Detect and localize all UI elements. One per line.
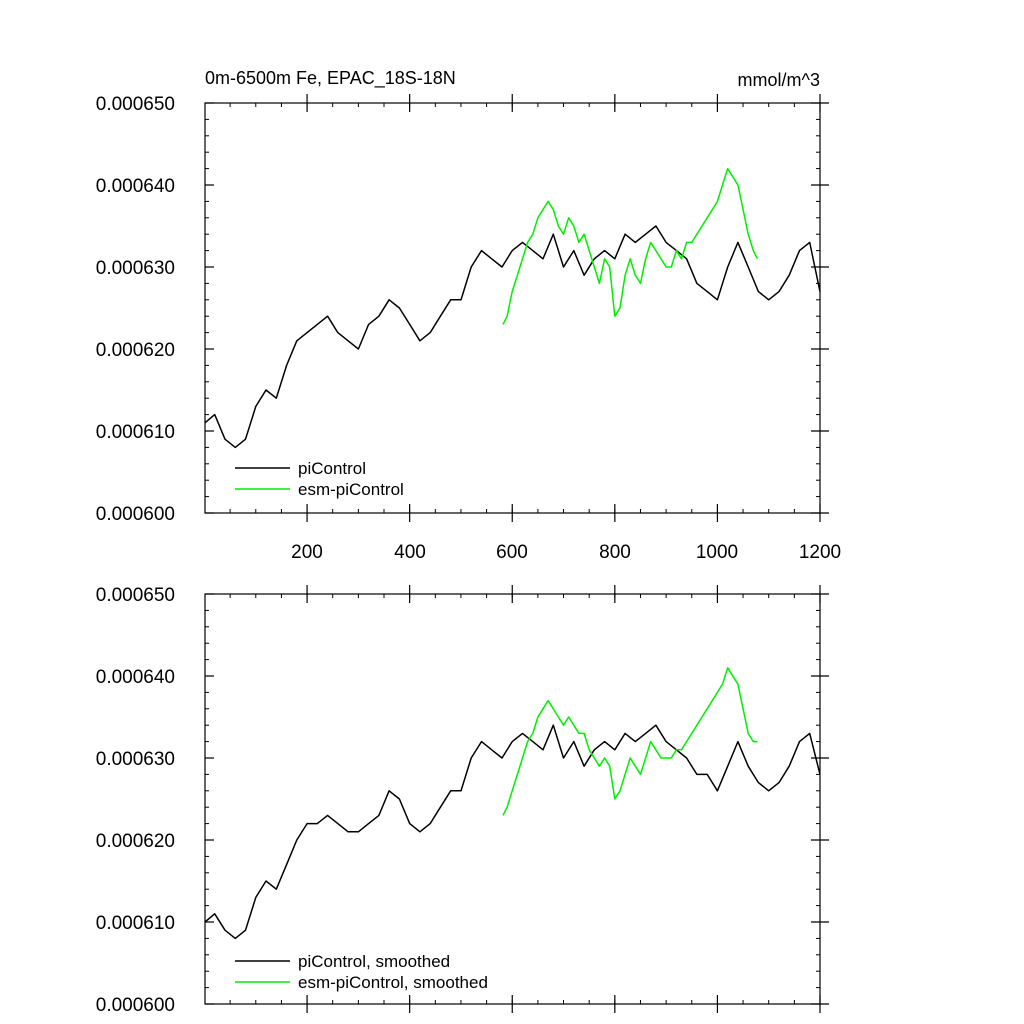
top-xtick-label: 600 bbox=[496, 542, 528, 563]
top-minor-ticks bbox=[205, 94, 829, 522]
bottom-ytick-label: 0.000600 bbox=[96, 995, 175, 1016]
bottom-ytick-label: 0.000630 bbox=[96, 749, 175, 770]
bottom-series-line-picontrol-smoothed bbox=[204, 724, 821, 940]
top-xtick-label: 800 bbox=[599, 542, 631, 563]
top-ytick-label: 0.000600 bbox=[96, 504, 175, 525]
top-series-line-picontrol bbox=[204, 225, 821, 449]
top-series-line-esm-picontrol bbox=[502, 167, 759, 325]
bottom-panel: 0.000600 0.000610 0.000620 0.000630 0.00… bbox=[96, 585, 829, 1016]
top-legend-label-esm-picontrol: esm-piControl bbox=[298, 480, 404, 499]
bottom-y-axis: 0.000600 0.000610 0.000620 0.000630 0.00… bbox=[96, 585, 175, 1016]
top-ytick-label: 0.000640 bbox=[96, 176, 175, 197]
top-xtick-label: 1000 bbox=[696, 542, 738, 563]
bottom-ytick-label: 0.000640 bbox=[96, 667, 175, 688]
bottom-series-layer bbox=[204, 667, 821, 940]
bottom-legend: piControl, smoothed esm-piControl, smoot… bbox=[235, 952, 488, 992]
top-xtick-label: 1200 bbox=[799, 542, 841, 563]
top-series-layer bbox=[204, 167, 821, 449]
top-xtick-label: 200 bbox=[291, 542, 323, 563]
bottom-series-line-esm-picontrol-smoothed bbox=[502, 667, 758, 816]
bottom-ytick-label: 0.000620 bbox=[96, 831, 175, 852]
bottom-ytick-label: 0.000650 bbox=[96, 585, 175, 606]
top-ytick-label: 0.000650 bbox=[96, 94, 175, 115]
top-legend: piControl esm-piControl bbox=[235, 459, 404, 499]
top-chart-units: mmol/m^3 bbox=[738, 70, 820, 90]
top-y-axis: 0.000600 0.000610 0.000620 0.000630 0.00… bbox=[96, 94, 175, 525]
bottom-ytick-label: 0.000610 bbox=[96, 913, 175, 934]
bottom-minor-ticks bbox=[205, 585, 829, 1013]
bottom-legend-label-picontrol-smoothed: piControl, smoothed bbox=[298, 952, 450, 971]
top-panel: 0m-6500m Fe, EPAC_18S-18N mmol/m^3 0.000… bbox=[96, 68, 841, 563]
top-xtick-label: 400 bbox=[394, 542, 426, 563]
bottom-legend-label-esm-picontrol-smoothed: esm-piControl, smoothed bbox=[298, 973, 488, 992]
top-x-axis: 200 400 600 800 1000 1200 bbox=[291, 542, 841, 563]
top-legend-label-picontrol: piControl bbox=[298, 459, 366, 478]
top-ytick-label: 0.000610 bbox=[96, 422, 175, 443]
top-chart-title: 0m-6500m Fe, EPAC_18S-18N bbox=[205, 68, 456, 89]
top-ytick-label: 0.000620 bbox=[96, 340, 175, 361]
top-plot-frame bbox=[204, 102, 821, 514]
top-ytick-label: 0.000630 bbox=[96, 258, 175, 279]
bottom-plot-frame bbox=[204, 593, 821, 1005]
